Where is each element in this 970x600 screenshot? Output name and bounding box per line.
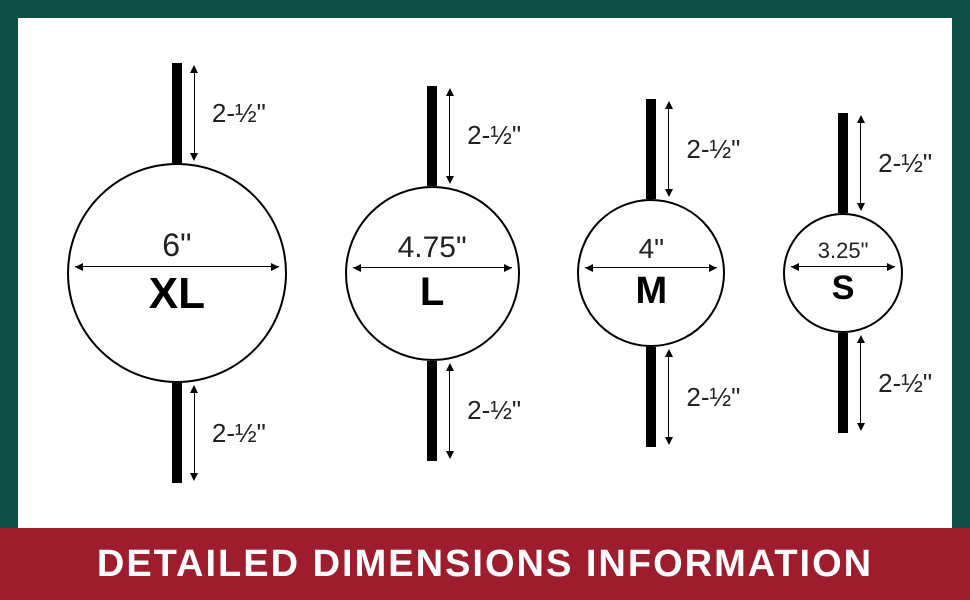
stem-bottom-wrap: 2-½" — [427, 361, 437, 461]
stem-bottom-arrow — [194, 387, 195, 479]
stem-top-wrap: 2-½" — [838, 113, 848, 213]
stem-bottom-wrap: 2-½" — [172, 383, 182, 483]
stem-bottom-wrap: 2-½" — [838, 333, 848, 433]
stem-bottom-label: 2-½" — [467, 395, 521, 426]
size-item-xl: 2-½" 6" XL 2-½" — [67, 63, 287, 483]
circle: 4.75" L — [345, 186, 520, 361]
size-item-m: 2-½" 4" M 2-½" — [577, 99, 725, 447]
stem-top-arrow — [860, 117, 861, 209]
banner: DETAILED DIMENSIONS INFORMATION — [0, 528, 970, 600]
size-label: L — [420, 270, 444, 315]
stem-bottom-wrap: 2-½" — [646, 347, 656, 447]
diameter-arrow-row — [579, 267, 723, 268]
diameter-text: 4" — [639, 233, 665, 265]
stem-bottom — [427, 361, 437, 461]
stem-bottom-label: 2-½" — [212, 418, 266, 449]
stem-top-wrap: 2-½" — [427, 86, 437, 186]
size-label: XL — [149, 269, 205, 319]
size-item-l: 2-½" 4.75" L 2-½" — [345, 86, 520, 461]
diameter-text: 3.25" — [818, 238, 869, 264]
stem-bottom-label: 2-½" — [686, 382, 740, 413]
circle: 4" M — [577, 199, 725, 347]
main-area: 2-½"6"XL2-½"2-½"4.75"L2-½"2-½"4"M2-½"2-½… — [0, 0, 970, 528]
circle: 3.25" S — [783, 213, 903, 333]
size-label: M — [636, 270, 668, 313]
stem-top — [427, 86, 437, 186]
banner-text: DETAILED DIMENSIONS INFORMATION — [97, 543, 873, 586]
stem-top-wrap: 2-½" — [646, 99, 656, 199]
size-label: S — [832, 269, 855, 308]
diameter-text: 6" — [162, 227, 191, 264]
diameter-arrow-row — [69, 266, 285, 267]
stem-top-label: 2-½" — [467, 120, 521, 151]
diameter-arrow — [75, 266, 279, 267]
stem-bottom-arrow — [860, 337, 861, 429]
diameter-arrow — [585, 267, 717, 268]
stem-top — [838, 113, 848, 213]
stem-top-arrow — [449, 90, 450, 182]
stem-bottom-arrow — [668, 351, 669, 443]
diameter-text: 4.75" — [398, 231, 467, 265]
stem-top-label: 2-½" — [212, 98, 266, 129]
stem-top-wrap: 2-½" — [172, 63, 182, 163]
diameter-arrow — [353, 267, 512, 268]
diameter-arrow-row — [347, 267, 518, 268]
size-item-s: 2-½" 3.25" S 2-½" — [783, 113, 903, 433]
stem-bottom — [646, 347, 656, 447]
stem-top-arrow — [668, 103, 669, 195]
items-row: 2-½"6"XL2-½"2-½"4.75"L2-½"2-½"4"M2-½"2-½… — [18, 18, 952, 528]
stem-bottom-arrow — [449, 365, 450, 457]
diagram-root: 2-½"6"XL2-½"2-½"4.75"L2-½"2-½"4"M2-½"2-½… — [0, 0, 970, 600]
stem-bottom-label: 2-½" — [878, 368, 932, 399]
stem-top-label: 2-½" — [878, 148, 932, 179]
stem-bottom — [838, 333, 848, 433]
stem-top — [646, 99, 656, 199]
diameter-arrow — [791, 266, 895, 267]
stem-top — [172, 63, 182, 163]
circle: 6" XL — [67, 163, 287, 383]
stem-top-label: 2-½" — [686, 134, 740, 165]
stem-top-arrow — [194, 67, 195, 159]
diameter-arrow-row — [785, 266, 901, 267]
stem-bottom — [172, 383, 182, 483]
